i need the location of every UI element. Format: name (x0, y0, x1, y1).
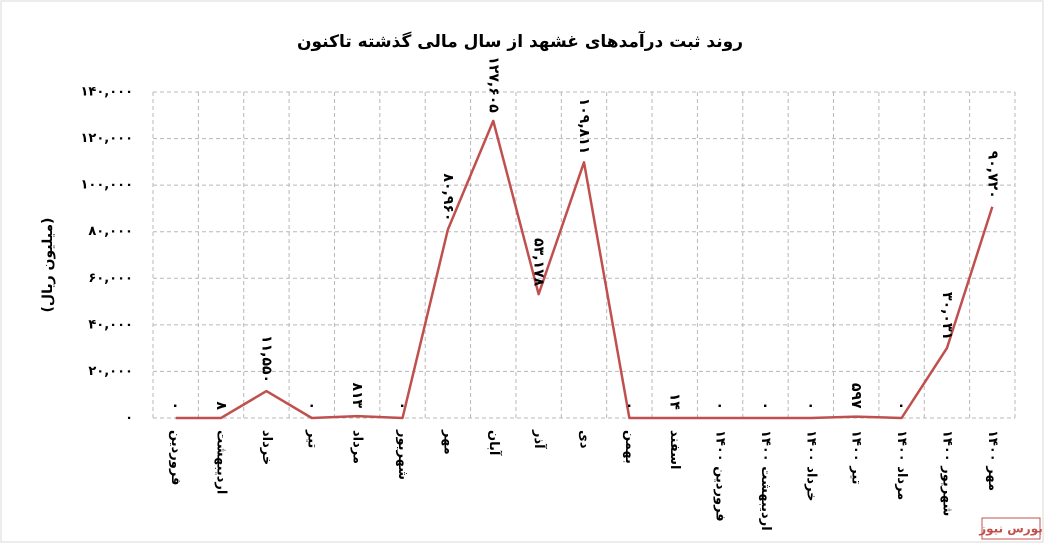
data-label: ۰ (168, 401, 184, 410)
data-label: ۱۴ (667, 393, 683, 411)
y-tick-label: ۱۰۰,۰۰۰ (80, 178, 133, 193)
y-axis-label: (میلیون ریال) (40, 218, 56, 313)
x-tick-label: شهریور ۱۴۰۰ (939, 430, 954, 516)
y-tick-label: ۶۰,۰۰۰ (88, 271, 133, 286)
x-tick-label: مرداد (350, 430, 365, 464)
y-tick-label: ۲۰,۰۰۰ (88, 364, 133, 379)
x-tick-label: فروردین ۱۴۰۰ (713, 430, 728, 522)
data-label: ۵۹۷ (848, 383, 864, 409)
data-label: ۹۰,۷۲۰ (984, 151, 1000, 199)
x-tick-label: مهر (440, 429, 455, 455)
x-tick-label: دی (577, 430, 592, 449)
x-tick-label: آبان (486, 430, 503, 456)
data-label: ۱۱,۵۵۰ (258, 335, 274, 383)
source: بورس نیوز (978, 522, 1043, 537)
chart-title: روند ثبت درآمدهای غشهد از سال مالی گذشته… (297, 30, 743, 52)
y-tick-label: ۱۲۰,۰۰۰ (80, 131, 133, 146)
x-tick-label: اردیبهشت ۱۴۰۰ (758, 430, 773, 531)
x-tick-label: مهر ۱۴۰۰ (985, 430, 1000, 491)
x-tick-label: خرداد (259, 430, 274, 465)
data-label: ۰ (894, 401, 910, 410)
x-tick-label: بهمن (622, 430, 637, 464)
y-tick-label: ۴۰,۰۰۰ (88, 317, 133, 332)
data-label: ۸ (213, 401, 229, 410)
y-tick-label: ۸۰,۰۰۰ (88, 224, 133, 239)
data-label: ۸۰,۹۶۰ (440, 173, 456, 221)
data-label: ۱۲۷,۶۰۵ (485, 56, 501, 113)
x-tick-label: آذر (531, 429, 548, 449)
x-tick-label: تیر (304, 429, 319, 448)
x-tick-label: شهریور (395, 429, 410, 480)
y-tick-label: ۱۴۰,۰۰۰ (80, 85, 133, 100)
x-tick-label: مرداد ۱۴۰۰ (894, 430, 909, 500)
source-box (981, 517, 1041, 540)
data-label: ۱۰۹,۸۱۱ (576, 98, 592, 155)
data-label: ۰ (395, 401, 411, 410)
x-tick-label: فروردین (168, 430, 183, 485)
line (175, 119, 994, 420)
data-label: ۰ (803, 401, 819, 410)
data-label: ۰ (304, 401, 320, 410)
data-label: ۰ (712, 401, 728, 410)
x-tick-label: اردیبهشت (214, 430, 229, 494)
x-tick-label: تیر ۱۴۰۰ (849, 430, 864, 485)
x-tick-label: خرداد ۱۴۰۰ (803, 430, 818, 502)
data-label: ۰ (757, 401, 773, 410)
data-label: ۸۱۳ (349, 382, 365, 408)
y-tick-label: ۰ (125, 411, 133, 426)
data-label: ۰ (621, 401, 637, 410)
data-label: ۵۳,۱۷۸ (531, 238, 547, 286)
data-label: ۳۰,۰۳۱ (939, 292, 955, 340)
x-tick-label: اسفند (667, 430, 682, 469)
